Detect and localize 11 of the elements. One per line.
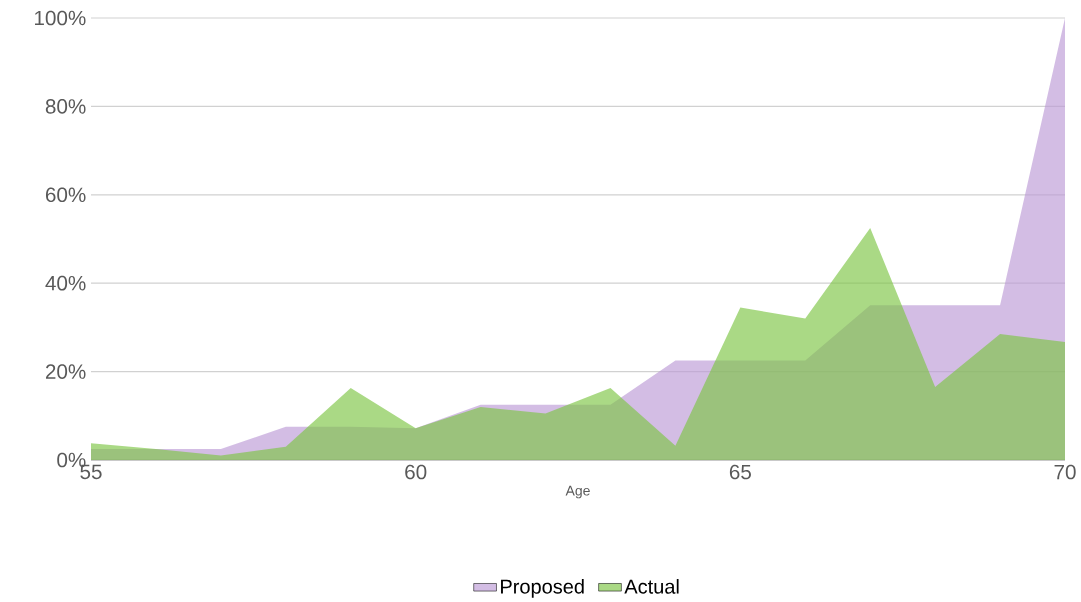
y-tick-label: 80% <box>45 99 86 114</box>
legend-label: Proposed <box>501 579 584 598</box>
legend-label: Actual <box>624 579 679 594</box>
x-axis-title: Age <box>565 485 590 499</box>
y-tick-label: 20% <box>45 364 86 379</box>
x-tick-label: 65 <box>729 464 751 480</box>
x-tick-label: 70 <box>1054 464 1076 480</box>
y-tick-label: 60% <box>45 187 86 203</box>
x-tick-label: 60 <box>405 464 427 480</box>
y-tick-label: 100% <box>35 10 86 26</box>
y-tick-label: 40% <box>45 275 86 291</box>
